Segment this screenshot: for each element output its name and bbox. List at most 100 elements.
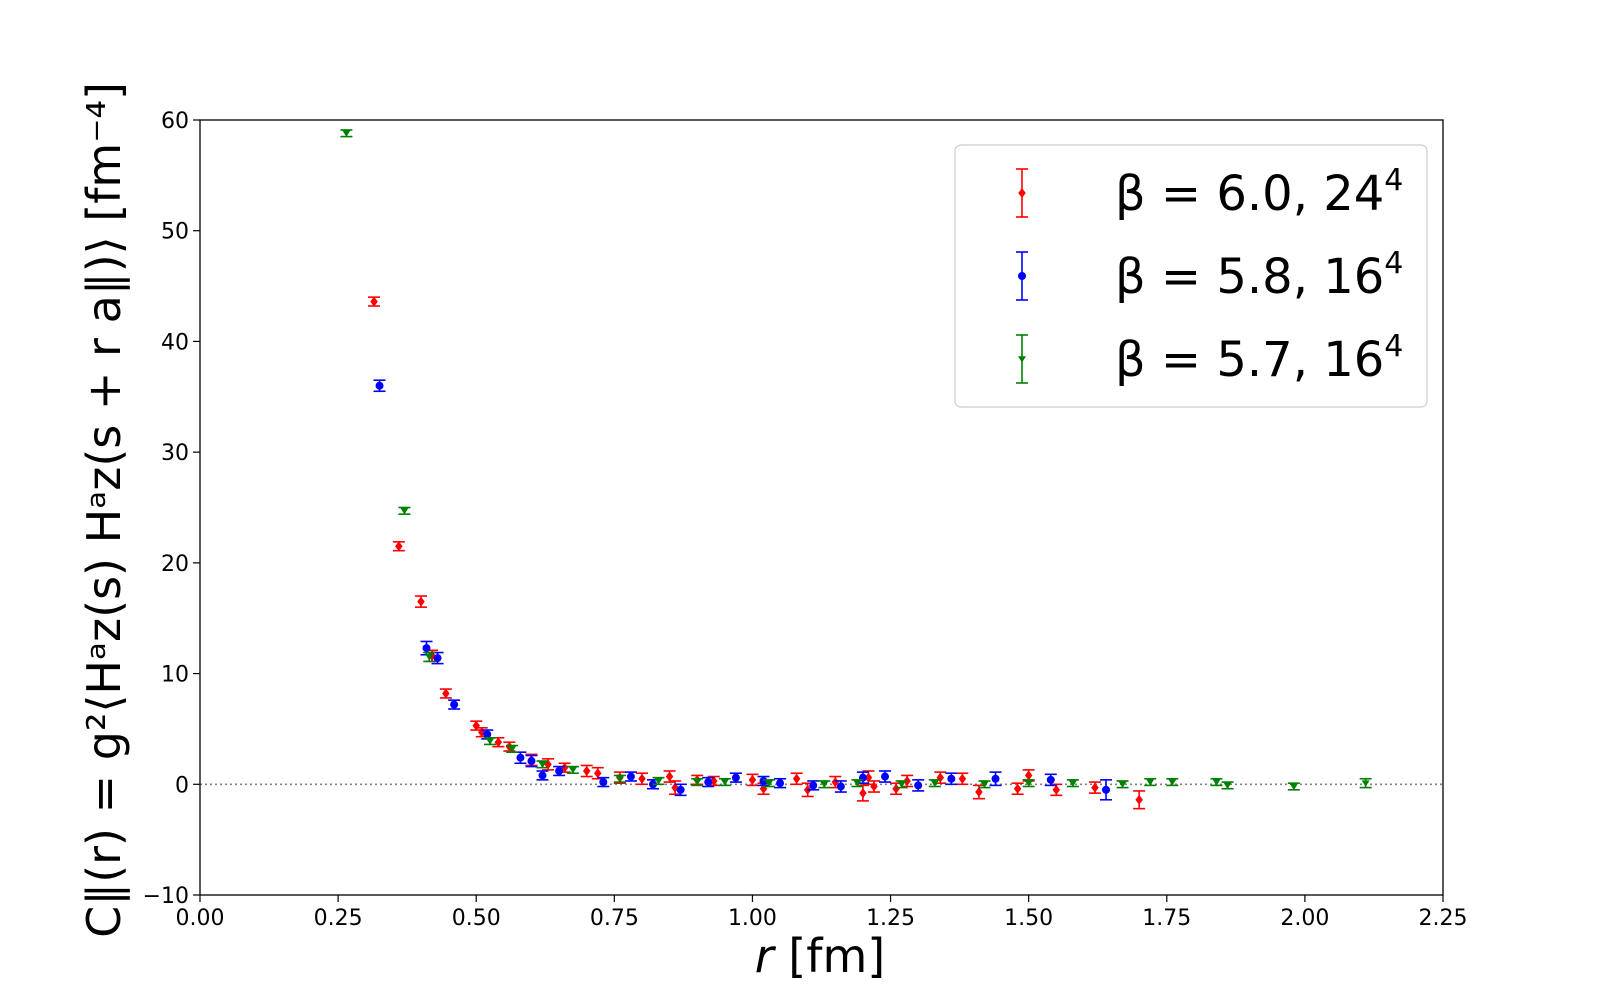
series-group [373, 379, 1113, 801]
data-point [691, 777, 704, 787]
data-point [398, 506, 411, 515]
circle-marker [483, 730, 492, 739]
data-point [484, 736, 497, 746]
data-point [368, 296, 381, 307]
triangle-marker [897, 781, 906, 788]
data-point [790, 772, 803, 786]
circle-marker [1046, 775, 1055, 784]
data-point [340, 129, 353, 138]
diamond-marker [1135, 794, 1143, 805]
series-group [340, 129, 1372, 791]
data-points-layer [340, 129, 1372, 810]
diamond-marker [1052, 784, 1061, 795]
diamond-marker [417, 596, 425, 607]
diamond-marker [892, 783, 900, 794]
x-tick-label: 0.00 [176, 906, 225, 931]
data-point [448, 699, 461, 710]
legend-label: β = 6.0, 244 [1115, 163, 1403, 222]
data-point [1100, 779, 1113, 801]
data-point [1287, 782, 1300, 791]
plot-frame [199, 119, 1444, 896]
triangle-marker [486, 738, 495, 745]
circle-marker [947, 774, 956, 783]
data-point [423, 651, 436, 663]
circle-marker [914, 781, 923, 790]
x-tick-label: 1.25 [866, 906, 915, 931]
triangle-marker [930, 780, 939, 787]
triangle-marker [1146, 779, 1155, 786]
triangle-marker [820, 781, 829, 788]
data-point [1011, 782, 1024, 796]
circle-marker [433, 654, 442, 663]
legend-entry: β = 5.8, 164 [1016, 246, 1403, 305]
data-point [757, 775, 770, 787]
circle-marker [555, 767, 564, 775]
triangle-marker [693, 779, 702, 786]
data-point [392, 541, 405, 552]
data-point [746, 773, 759, 787]
data-point [851, 779, 864, 788]
legend-label: β = 5.7, 164 [1115, 329, 1403, 388]
triangle-marker [400, 508, 409, 515]
data-point [1116, 780, 1129, 789]
data-point [867, 780, 880, 793]
diamond-marker [442, 688, 450, 699]
data-point [945, 772, 958, 786]
x-axis-label-var: r [755, 929, 777, 983]
x-tick-label: 0.25 [314, 906, 363, 931]
data-point [652, 776, 665, 786]
data-point [1144, 777, 1157, 787]
data-point [1359, 777, 1372, 789]
data-point [1166, 777, 1179, 787]
diamond-marker [395, 541, 403, 552]
data-point [807, 780, 820, 791]
data-point [989, 771, 1002, 787]
y-tick-label: 20 [161, 552, 189, 577]
circle-marker [731, 773, 740, 782]
y-tick-label: 50 [161, 220, 189, 245]
triangle-marker [538, 761, 547, 768]
y-ticks: −10 0 10 20 30 40 50 60 [143, 109, 200, 909]
data-point [566, 765, 579, 775]
triangle-marker [342, 130, 351, 137]
circle-marker [836, 782, 845, 791]
diamond-marker [1013, 783, 1022, 794]
triangle-marker [1289, 783, 1298, 791]
triangle-marker [1223, 782, 1232, 789]
legend-label: β = 5.8, 164 [1115, 246, 1403, 305]
diamond-marker [1018, 188, 1026, 198]
diamond-marker [748, 774, 757, 785]
triangle-marker [615, 775, 624, 783]
diamond-marker [864, 772, 873, 783]
data-point [597, 776, 610, 788]
diamond-marker [1091, 782, 1099, 793]
data-point [1066, 779, 1079, 788]
x-axis-label: r [fm] [755, 929, 885, 983]
diamond-marker [975, 787, 983, 798]
data-point [674, 783, 687, 797]
triangle-marker [980, 781, 989, 788]
circle-marker [1018, 272, 1026, 280]
y-tick-label: 60 [161, 109, 189, 134]
y-tick-label: 30 [161, 441, 189, 466]
circle-marker [991, 774, 1000, 783]
data-point [536, 760, 549, 769]
triangle-marker [1212, 779, 1221, 786]
triangle-marker [1068, 780, 1077, 787]
diamond-marker [792, 773, 801, 784]
circle-marker [422, 644, 431, 653]
diamond-marker [638, 773, 646, 784]
circle-marker [881, 772, 890, 781]
triangle-marker [853, 780, 862, 787]
x-tick-label: 2.25 [1419, 906, 1468, 931]
data-point [613, 774, 626, 783]
legend-label-text: β = 5.8, 16 [1115, 249, 1384, 305]
data-point [635, 772, 648, 786]
data-point [414, 595, 427, 608]
data-point [1088, 781, 1101, 794]
circle-marker [516, 753, 525, 762]
circle-marker [599, 778, 608, 787]
legend-label-superscript: 4 [1384, 246, 1403, 281]
x-tick-label: 0.50 [452, 906, 501, 931]
